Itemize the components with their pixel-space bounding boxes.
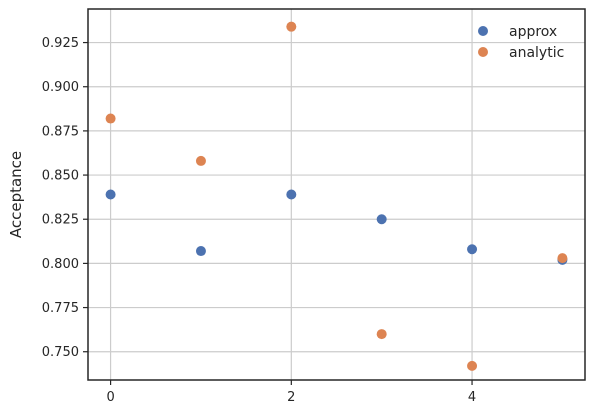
- point-approx: [467, 244, 478, 255]
- plot-frame: [87, 8, 586, 381]
- point-approx: [286, 189, 297, 200]
- data-points: [105, 21, 568, 371]
- point-analytic: [557, 253, 568, 264]
- y-axis-label: Acceptance: [7, 151, 25, 238]
- legend-label-approx: approx: [509, 24, 557, 40]
- y-tick-label: 0.800: [42, 257, 79, 272]
- point-analytic: [195, 155, 206, 166]
- point-analytic: [467, 360, 478, 371]
- y-tick-label: 0.775: [42, 301, 79, 316]
- axis-ticks: 0 2 4 0.750 0.775 0.800 0.825 0.850 0.875 0.900 0.…: [42, 36, 476, 405]
- point-approx: [105, 189, 116, 200]
- grid-lines: [88, 9, 585, 380]
- x-tick-label: 2: [287, 390, 295, 405]
- x-tick-label: 0: [106, 390, 114, 405]
- point-approx: [376, 214, 387, 225]
- point-approx: [195, 246, 206, 257]
- x-tick-label: 4: [468, 390, 476, 405]
- y-tick-label: 0.750: [42, 345, 79, 360]
- legend-marker-analytic: [478, 47, 488, 57]
- y-tick-label: 0.850: [42, 169, 79, 184]
- point-analytic: [286, 21, 297, 32]
- point-analytic: [376, 329, 387, 340]
- y-tick-label: 0.925: [42, 36, 79, 51]
- y-tick-label: 0.900: [42, 80, 79, 95]
- legend-label-analytic: analytic: [509, 45, 564, 61]
- legend: approx analytic: [478, 24, 564, 61]
- point-analytic: [105, 113, 116, 124]
- y-tick-label: 0.875: [42, 124, 79, 139]
- y-tick-label: 0.825: [42, 213, 79, 228]
- legend-marker-approx: [478, 26, 488, 36]
